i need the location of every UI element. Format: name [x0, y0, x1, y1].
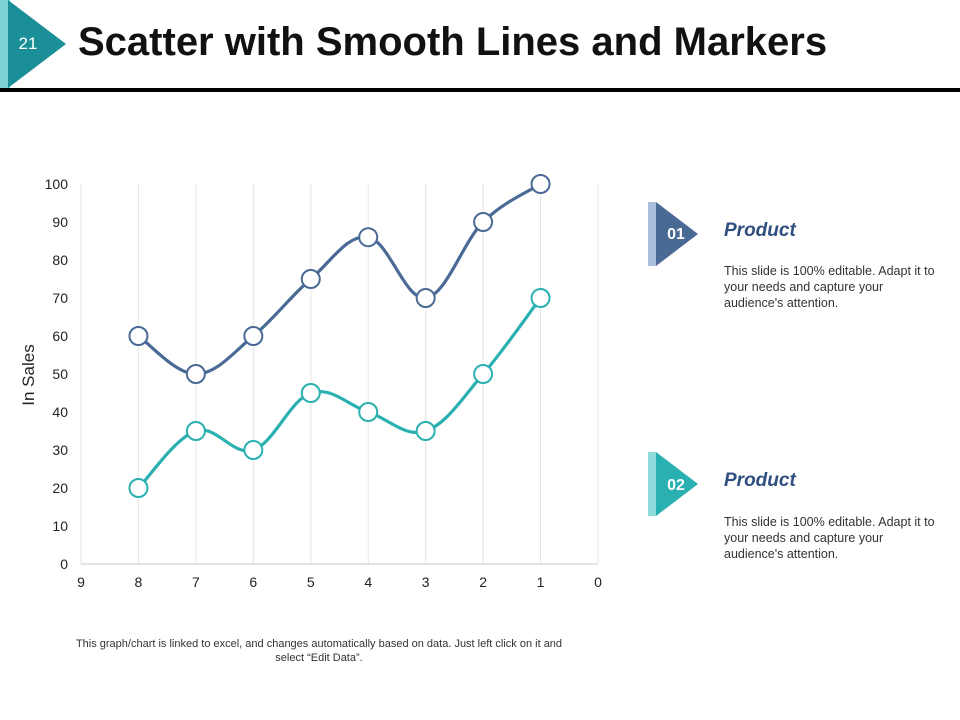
- series-1-marker: [128, 326, 149, 346]
- y-tick-label: 50: [52, 366, 68, 382]
- chart-footnote: This graph/chart is linked to excel, and…: [75, 638, 563, 664]
- series-1-marker: [415, 288, 436, 308]
- series-1-marker: [185, 364, 206, 384]
- grid-lines: [80, 184, 599, 564]
- y-tick-label: 40: [52, 404, 68, 420]
- x-tick-label: 8: [135, 574, 143, 590]
- x-tick-label: 9: [77, 574, 85, 590]
- y-tick-label: 70: [52, 290, 68, 306]
- y-tick-label: 20: [52, 480, 68, 496]
- x-tick-label: 5: [307, 574, 315, 590]
- x-tick-label: 6: [249, 574, 257, 590]
- y-tick-label: 80: [52, 252, 68, 268]
- series-markers: [128, 174, 551, 498]
- series-1-marker: [530, 174, 551, 194]
- y-tick-label: 60: [52, 328, 68, 344]
- x-tick-label: 0: [594, 574, 602, 590]
- legend-title-02: Product: [724, 470, 796, 491]
- series-1-marker: [358, 227, 379, 248]
- slide-number-badge: [0, 0, 66, 88]
- legend-description-02: This slide is 100% editable. Adapt it to…: [724, 515, 935, 561]
- series-2-marker: [128, 478, 149, 498]
- legend-number-01: 01: [667, 226, 685, 243]
- y-tick-label: 10: [52, 518, 68, 534]
- series-2-marker: [473, 364, 494, 384]
- x-tick-label: 7: [192, 574, 200, 590]
- y-axis-label: In Sales: [19, 344, 38, 405]
- slide-title: Scatter with Smooth Lines and Markers: [78, 20, 828, 64]
- series-2-marker: [185, 421, 206, 441]
- series-1-marker: [300, 269, 321, 289]
- series-1-marker: [473, 212, 494, 232]
- legend-description-01: This slide is 100% editable. Adapt it to…: [724, 264, 935, 310]
- y-tick-label: 100: [45, 176, 69, 192]
- legend-badge-02: [648, 452, 698, 516]
- title-divider: [0, 88, 960, 92]
- y-tick-label: 30: [52, 442, 68, 458]
- series-1-marker: [243, 326, 264, 346]
- x-tick-label: 2: [479, 574, 487, 590]
- series-2-marker: [243, 440, 264, 460]
- x-tick-label: 3: [422, 574, 430, 590]
- series-2-line: [136, 296, 543, 490]
- series-2-marker: [530, 288, 551, 308]
- legend-badge-01: [648, 202, 698, 266]
- series-1-line: [136, 182, 543, 376]
- series-2-marker: [415, 421, 436, 441]
- slide-number: 21: [18, 34, 38, 53]
- legend-title-01: Product: [724, 220, 796, 241]
- series-2-marker: [300, 383, 321, 403]
- series-2-marker: [358, 402, 379, 422]
- y-tick-label: 0: [60, 556, 68, 572]
- y-tick-label: 90: [52, 214, 68, 230]
- legend-number-02: 02: [667, 477, 685, 494]
- x-tick-label: 1: [537, 574, 545, 590]
- x-tick-label: 4: [364, 574, 372, 590]
